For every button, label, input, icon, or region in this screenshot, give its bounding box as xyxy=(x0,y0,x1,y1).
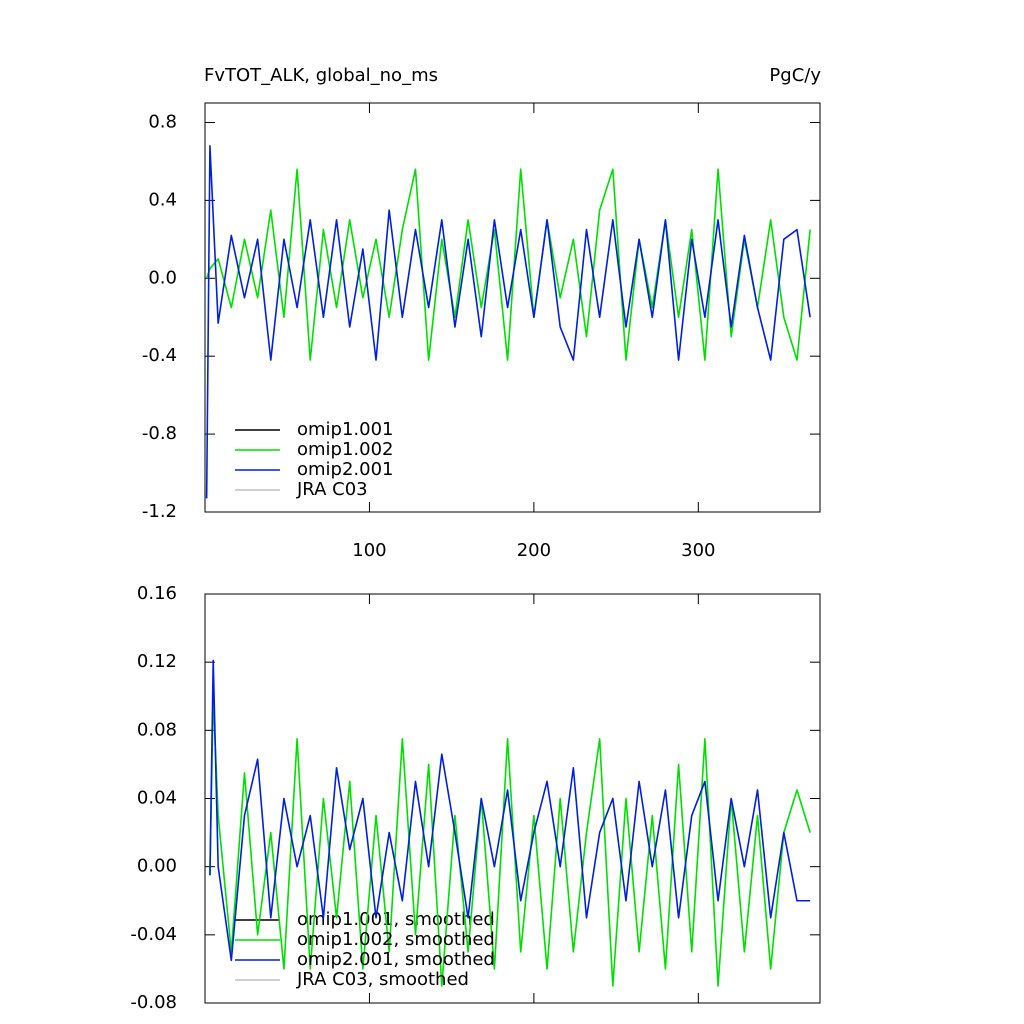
legend-label: omip1.002, smoothed xyxy=(297,929,495,950)
y-tick-label: 0.08 xyxy=(137,719,177,740)
x-tick-label: 300 xyxy=(681,540,715,561)
y-tick-label: -0.8 xyxy=(142,423,177,444)
units: PgC/y xyxy=(769,65,821,86)
y-tick-label: 0.16 xyxy=(137,583,177,604)
series-line xyxy=(205,145,811,499)
legend-label: JRA C03 xyxy=(296,479,368,500)
legend-label: omip1.001, smoothed xyxy=(297,909,495,930)
y-tick-label: 0.0 xyxy=(148,267,177,288)
y-tick-label: 0.00 xyxy=(137,856,177,877)
y-tick-label: -0.08 xyxy=(130,992,177,1013)
y-tick-label: 0.04 xyxy=(137,788,177,809)
y-tick-label: -0.4 xyxy=(142,345,177,366)
legend-label: omip2.001, smoothed xyxy=(297,949,495,970)
y-tick-label: 0.4 xyxy=(148,189,177,210)
x-tick-label: 100 xyxy=(352,540,386,561)
x-tick-label: 200 xyxy=(517,540,551,561)
y-tick-label: 0.8 xyxy=(148,111,177,132)
series-line xyxy=(209,695,811,987)
plot-frame xyxy=(204,102,821,513)
y-tick-label: -1.2 xyxy=(142,501,177,522)
legend-label: omip1.001 xyxy=(297,419,394,440)
y-tick-label: -0.04 xyxy=(130,924,177,945)
series-line xyxy=(209,659,811,962)
legend-label: JRA C03, smoothed xyxy=(296,969,469,990)
chart-title: FvTOT_ALK, global_no_ms xyxy=(204,65,438,86)
y-tick-label: 0.12 xyxy=(137,651,177,672)
legend-label: omip2.001 xyxy=(297,459,394,480)
legend-label: omip1.002 xyxy=(297,439,394,460)
series-line xyxy=(205,168,811,361)
